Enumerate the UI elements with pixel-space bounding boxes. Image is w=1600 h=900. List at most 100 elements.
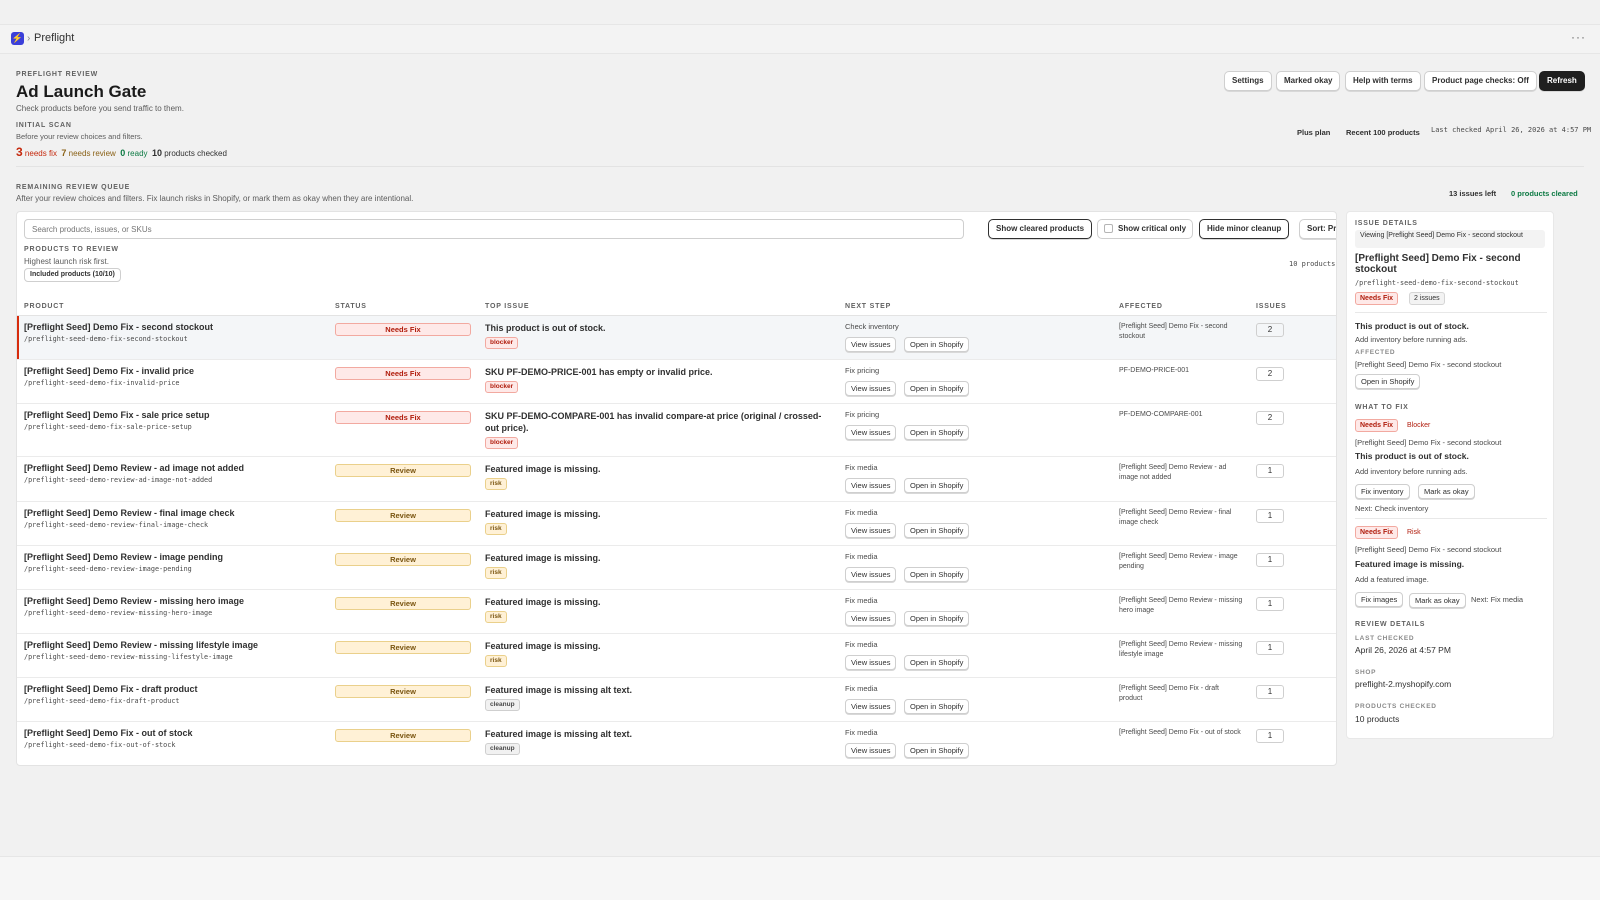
affected-text: PF-DEMO-COMPARE-001 — [1119, 411, 1203, 418]
fix1-mark-okay-button[interactable]: Mark as okay — [1418, 484, 1475, 499]
severity-tag: risk — [485, 567, 507, 579]
view-issues-button[interactable]: View issues — [845, 699, 897, 714]
fix2-product: [Preflight Seed] Demo Fix - second stock… — [1355, 545, 1502, 554]
breadcrumb-title[interactable]: Preflight — [34, 32, 75, 44]
top-issue-text: Featured image is missing alt text. — [485, 685, 633, 695]
products-table-card: Show cleared products Show critical only… — [16, 211, 1337, 766]
table-row[interactable]: [Preflight Seed] Demo Fix - second stock… — [17, 316, 1336, 360]
view-issues-button[interactable]: View issues — [845, 478, 897, 493]
product-name[interactable]: [Preflight Seed] Demo Fix - second stock… — [24, 322, 214, 332]
view-issues-button[interactable]: View issues — [845, 337, 897, 352]
product-name[interactable]: [Preflight Seed] Demo Review - ad image … — [24, 463, 245, 473]
table-row[interactable]: [Preflight Seed] Demo Review - image pen… — [17, 546, 1336, 590]
view-issues-button[interactable]: View issues — [845, 381, 897, 396]
open-in-shopify-button[interactable]: Open in Shopify — [904, 523, 970, 538]
sort-button[interactable]: Sort: Priority — [1299, 219, 1336, 239]
issue-count[interactable]: 1 — [1256, 641, 1284, 655]
recent-products-label: Recent 100 products — [1346, 128, 1420, 137]
needs-fix-label: needs fix — [24, 149, 57, 158]
hide-minor-button[interactable]: Hide minor cleanup — [1199, 219, 1290, 239]
checkbox-icon[interactable] — [1104, 224, 1113, 234]
issue-count[interactable]: 1 — [1256, 464, 1284, 478]
view-issues-button[interactable]: View issues — [845, 611, 897, 626]
fix2-mark-okay-button[interactable]: Mark as okay — [1409, 593, 1466, 608]
scan-counts: 3 needs fix 7 needs review 0 ready 10 pr… — [16, 145, 227, 159]
severity-tag: cleanup — [485, 743, 520, 755]
product-page-checks-button[interactable]: Product page checks: Off — [1424, 71, 1537, 91]
products-checked-field-label: PRODUCTS CHECKED — [1355, 703, 1437, 710]
marked-okay-button[interactable]: Marked okay — [1276, 71, 1341, 91]
product-name[interactable]: [Preflight Seed] Demo Fix - sale price s… — [24, 410, 210, 420]
refresh-button[interactable]: Refresh — [1539, 71, 1585, 91]
open-in-shopify-button[interactable]: Open in Shopify — [904, 567, 970, 582]
issue-count[interactable]: 2 — [1256, 323, 1284, 337]
app-logo-icon[interactable]: ⚡ — [11, 32, 24, 45]
table-row[interactable]: [Preflight Seed] Demo Fix - sale price s… — [17, 404, 1336, 457]
page-eyebrow: PREFLIGHT REVIEW — [16, 71, 99, 78]
product-name[interactable]: [Preflight Seed] Demo Review - missing l… — [24, 640, 259, 650]
included-products-pill[interactable]: Included products (10/10) — [24, 268, 121, 282]
status-badge: Needs Fix — [335, 367, 471, 380]
help-terms-button[interactable]: Help with terms — [1345, 71, 1421, 91]
top-bar: ⚡ › Preflight ··· — [0, 24, 1600, 54]
view-issues-button[interactable]: View issues — [845, 655, 897, 670]
issue-count[interactable]: 2 — [1256, 367, 1284, 381]
product-name[interactable]: [Preflight Seed] Demo Review - missing h… — [24, 596, 245, 606]
product-name[interactable]: [Preflight Seed] Demo Fix - draft produc… — [24, 684, 198, 694]
fix2-desc: Add a featured image. — [1355, 575, 1429, 584]
affected-text: [Preflight Seed] Demo Fix - out of stock — [1119, 729, 1241, 736]
viewing-banner: Viewing [Preflight Seed] Demo Fix - seco… — [1355, 230, 1545, 248]
issue-count[interactable]: 1 — [1256, 597, 1284, 611]
open-in-shopify-button[interactable]: Open in Shopify — [904, 743, 970, 758]
top-issue-text: Featured image is missing. — [485, 509, 601, 519]
next-step-text: Fix pricing — [845, 410, 880, 419]
panel-eyebrow: ISSUE DETAILS — [1355, 220, 1418, 227]
product-name[interactable]: [Preflight Seed] Demo Fix - out of stock — [24, 728, 193, 738]
issue-count[interactable]: 1 — [1256, 553, 1284, 567]
table-row[interactable]: [Preflight Seed] Demo Review - ad image … — [17, 457, 1336, 502]
open-in-shopify-button[interactable]: Open in Shopify — [904, 381, 970, 396]
product-name[interactable]: [Preflight Seed] Demo Review - final ima… — [24, 508, 235, 518]
open-in-shopify-button[interactable]: Open in Shopify — [904, 699, 970, 714]
show-cleared-button[interactable]: Show cleared products — [988, 219, 1093, 239]
scan-eyebrow: INITIAL SCAN — [16, 122, 72, 129]
queue-subtitle: After your review choices and filters. F… — [16, 194, 414, 203]
show-critical-toggle[interactable]: Show critical only — [1097, 219, 1194, 239]
table-row[interactable]: [Preflight Seed] Demo Fix - out of stock… — [17, 722, 1336, 765]
search-input[interactable] — [24, 219, 964, 239]
fix-images-button[interactable]: Fix images — [1355, 592, 1404, 607]
panel-title: [Preflight Seed] Demo Fix - second stock… — [1355, 253, 1521, 275]
view-issues-button[interactable]: View issues — [845, 567, 897, 582]
next-step-text: Fix media — [845, 508, 878, 517]
ready-label: ready — [127, 149, 148, 158]
fix-inventory-button[interactable]: Fix inventory — [1355, 484, 1410, 499]
open-in-shopify-button[interactable]: Open in Shopify — [904, 425, 970, 440]
product-name[interactable]: [Preflight Seed] Demo Review - image pen… — [24, 552, 224, 562]
open-in-shopify-button[interactable]: Open in Shopify — [904, 478, 970, 493]
top-issue-text: Featured image is missing. — [485, 553, 601, 563]
issue-count[interactable]: 1 — [1256, 509, 1284, 523]
more-actions-icon[interactable]: ··· — [1571, 30, 1586, 44]
view-issues-button[interactable]: View issues — [845, 743, 897, 758]
issue-count[interactable]: 2 — [1256, 411, 1284, 425]
view-issues-button[interactable]: View issues — [845, 523, 897, 538]
open-in-shopify-button[interactable]: Open in Shopify — [904, 655, 970, 670]
table-row[interactable]: [Preflight Seed] Demo Review - final ima… — [17, 502, 1336, 546]
table-row[interactable]: [Preflight Seed] Demo Fix - invalid pric… — [17, 360, 1336, 404]
table-row[interactable]: [Preflight Seed] Demo Review - missing l… — [17, 634, 1336, 678]
open-in-shopify-button[interactable]: Open in Shopify — [904, 611, 970, 626]
table-row[interactable]: [Preflight Seed] Demo Review - missing h… — [17, 590, 1336, 634]
panel-open-shopify-button[interactable]: Open in Shopify — [1355, 374, 1421, 389]
product-handle: /preflight-seed-demo-fix-invalid-price — [24, 379, 180, 387]
severity-tag: blocker — [485, 381, 519, 393]
view-issues-button[interactable]: View issues — [845, 425, 897, 440]
open-in-shopify-button[interactable]: Open in Shopify — [904, 337, 970, 352]
table-row[interactable]: [Preflight Seed] Demo Fix - draft produc… — [17, 678, 1336, 722]
issue-count[interactable]: 1 — [1256, 685, 1284, 699]
settings-button[interactable]: Settings — [1224, 71, 1272, 91]
issue-count[interactable]: 1 — [1256, 729, 1284, 743]
breadcrumb-separator: › — [27, 33, 31, 44]
affected-text: [Preflight Seed] Demo Review - final ima… — [1119, 509, 1232, 526]
severity-tag: cleanup — [485, 699, 520, 711]
product-name[interactable]: [Preflight Seed] Demo Fix - invalid pric… — [24, 366, 195, 376]
